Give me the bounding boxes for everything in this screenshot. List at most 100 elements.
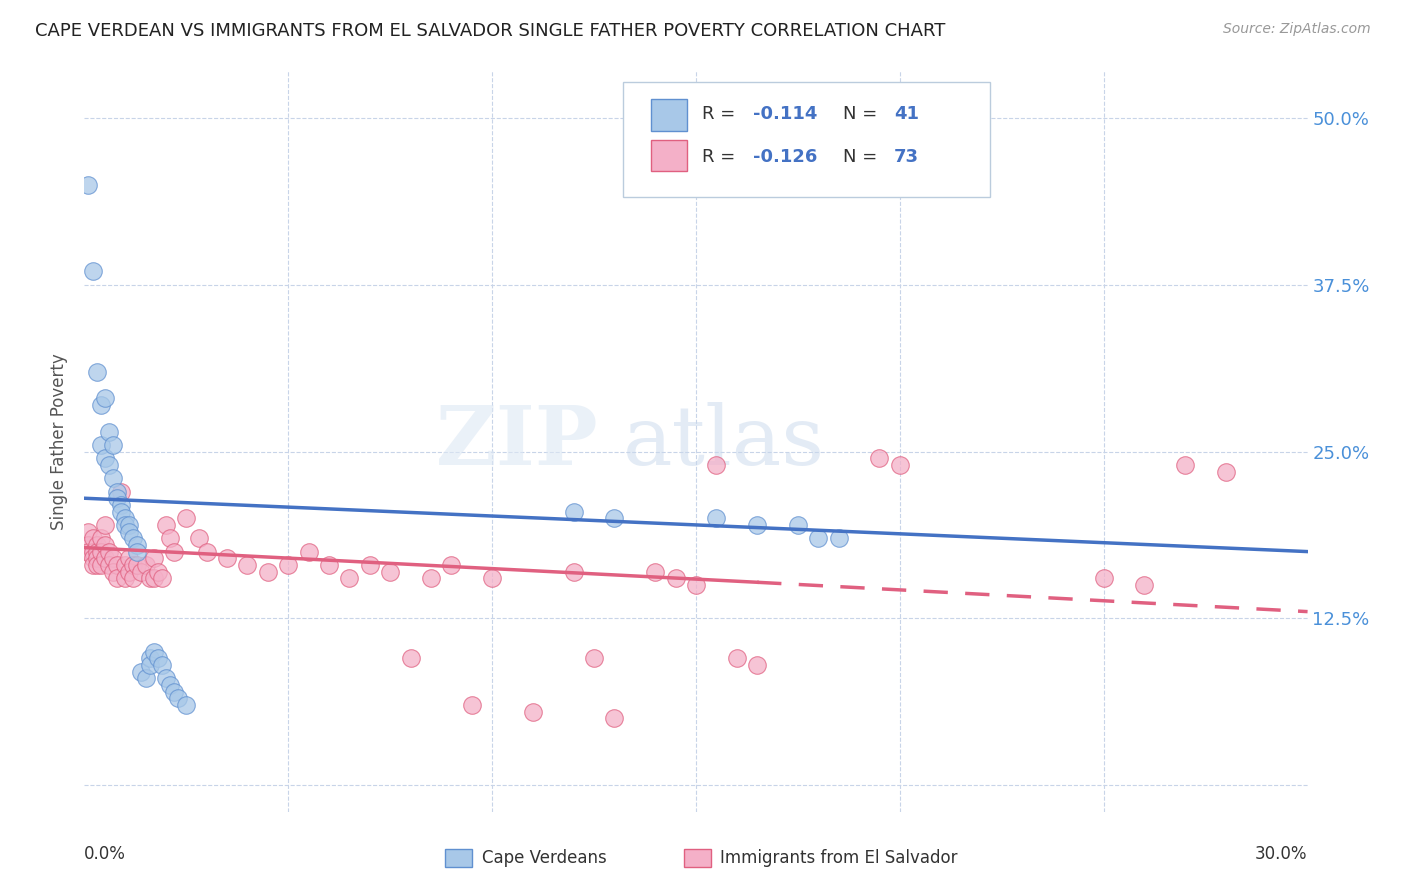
FancyBboxPatch shape [683,849,710,866]
Text: CAPE VERDEAN VS IMMIGRANTS FROM EL SALVADOR SINGLE FATHER POVERTY CORRELATION CH: CAPE VERDEAN VS IMMIGRANTS FROM EL SALVA… [35,22,945,40]
Point [82,531,104,545]
Point [318,558,340,572]
Point [101,565,124,579]
Point [236,558,259,572]
Point [90,531,112,545]
Text: 30.0%: 30.0% [1256,845,1308,863]
Point [105,571,128,585]
FancyBboxPatch shape [623,82,990,197]
Text: N =: N = [842,147,883,166]
Text: 73: 73 [894,147,920,166]
Point [1215,465,1237,479]
Text: 41: 41 [894,105,920,123]
Point [118,517,141,532]
Text: R =: R = [702,105,741,123]
Point [142,551,165,566]
Point [101,471,124,485]
Text: Cape Verdeans: Cape Verdeans [482,848,606,867]
Point [155,671,177,685]
Point [159,531,181,545]
Point [86,558,108,572]
Point [163,684,186,698]
Point [562,565,585,579]
Point [298,544,321,558]
Point [217,551,239,566]
Point [138,657,160,672]
Point [77,538,100,552]
Point [138,651,160,665]
Point [142,571,165,585]
Point [359,558,381,572]
Point [105,558,128,572]
Text: -0.114: -0.114 [754,105,818,123]
Point [644,565,666,579]
Point [481,571,503,585]
Point [142,645,165,659]
Point [122,531,145,545]
Text: 0.0%: 0.0% [84,845,127,863]
Point [97,458,120,472]
Point [97,425,120,439]
Point [155,517,177,532]
Point [159,678,181,692]
Point [138,571,160,585]
Point [380,565,402,579]
Point [122,558,145,572]
Point [339,571,361,585]
Point [105,491,128,506]
Point [665,571,688,585]
Point [461,698,484,712]
Point [114,558,136,572]
Point [187,531,209,545]
Point [1133,578,1156,592]
Text: atlas: atlas [623,401,825,482]
FancyBboxPatch shape [651,100,688,130]
Text: Source: ZipAtlas.com: Source: ZipAtlas.com [1223,22,1371,37]
Point [77,178,100,192]
Point [135,558,157,572]
Point [118,551,141,566]
Point [146,565,169,579]
Point [163,544,186,558]
Point [747,657,769,672]
FancyBboxPatch shape [446,849,472,866]
Point [122,571,145,585]
Point [706,458,728,472]
Point [101,551,124,566]
Point [86,544,108,558]
Point [420,571,443,585]
Point [93,517,115,532]
Text: ZIP: ZIP [436,401,598,482]
Point [725,651,748,665]
Point [93,551,115,566]
Point [118,524,141,539]
Point [135,671,157,685]
Point [603,711,626,725]
Point [195,544,218,558]
Point [114,571,136,585]
Point [110,498,132,512]
Point [93,391,115,405]
Text: N =: N = [842,105,883,123]
Point [747,517,769,532]
Point [114,517,136,532]
Point [90,558,112,572]
Point [131,565,153,579]
Point [807,531,830,545]
Point [603,511,626,525]
Point [82,551,104,566]
Point [86,551,108,566]
Y-axis label: Single Father Poverty: Single Father Poverty [51,353,69,530]
Point [685,578,707,592]
Text: -0.126: -0.126 [754,147,818,166]
Point [399,651,422,665]
Point [110,484,132,499]
FancyBboxPatch shape [651,140,688,171]
Point [90,438,112,452]
Point [110,505,132,519]
Point [1092,571,1115,585]
Point [127,538,149,552]
Text: R =: R = [702,147,741,166]
Point [706,511,728,525]
Point [82,558,104,572]
